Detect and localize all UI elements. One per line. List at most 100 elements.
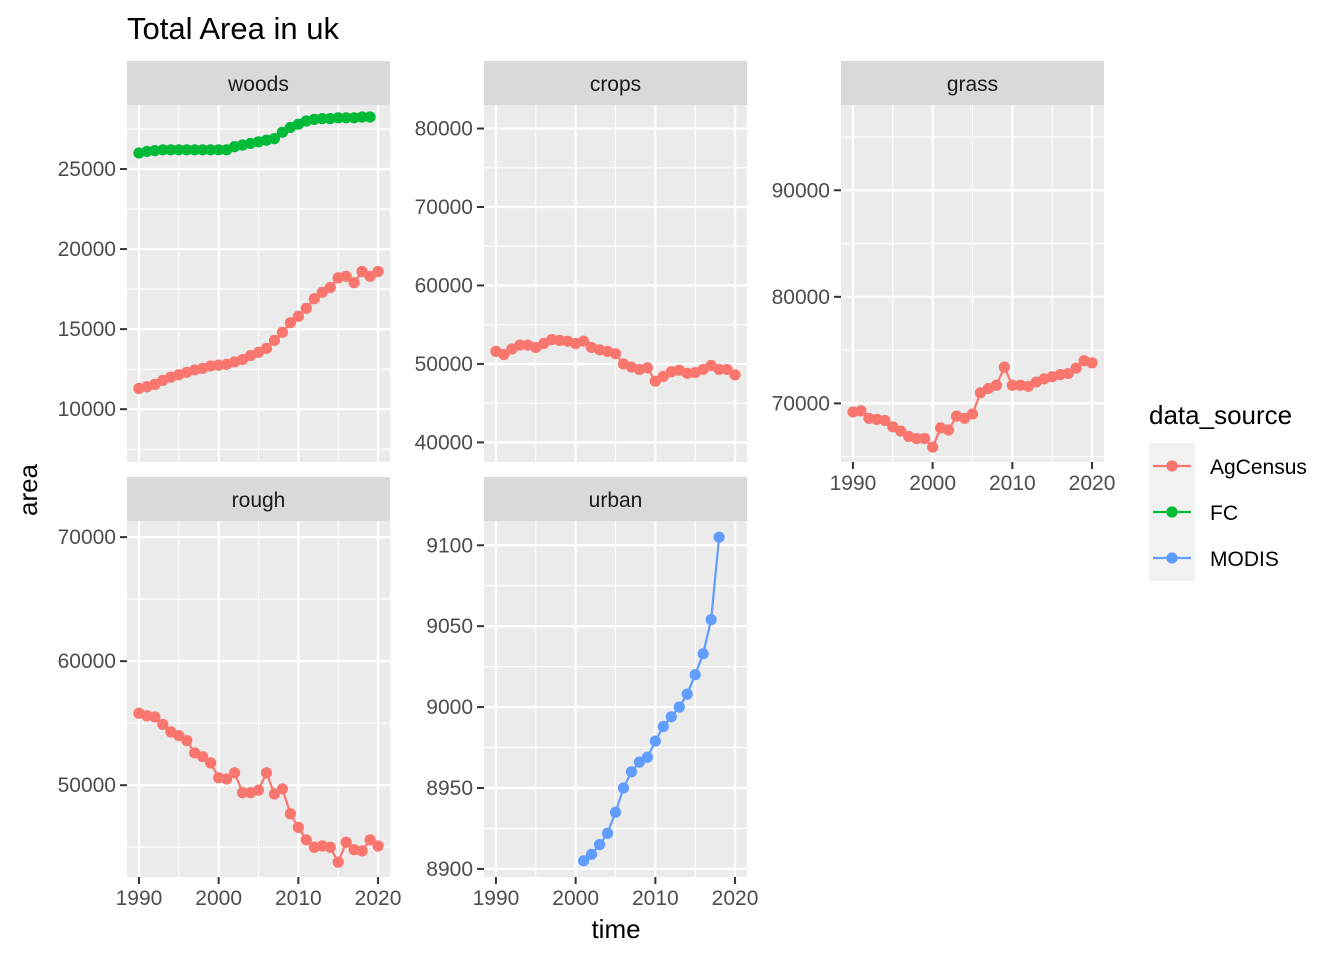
data-point [609,348,622,360]
series-agcensus [490,334,741,387]
y-tick-label: 60000 [58,650,116,673]
y-axis-title: area [13,463,43,516]
data-point [221,773,233,785]
y-tick-label: 70000 [772,392,830,415]
data-point [356,845,368,857]
data-point [689,669,701,681]
facet-strip [841,61,1104,105]
data-point [641,751,653,763]
data-point [340,836,352,848]
panel-grass: grass 70000 80000 90000 1990 2000 2010 2020 [772,61,1116,495]
y-tick-label: 9000 [426,696,473,719]
panel-woods: woods 10000 15000 20000 25000 [58,61,390,462]
data-point [514,339,526,351]
data-point [324,841,336,853]
data-point [879,414,891,427]
data-point [308,293,320,305]
data-point [189,144,201,156]
data-point [157,144,169,156]
y-tick-label: 50000 [58,774,116,797]
legend: data_source AgCensus FC MODIS [1149,400,1307,581]
data-point [895,425,907,437]
data-point [966,408,979,420]
y-tick-label: 60000 [415,274,473,297]
x-tick-label: 2010 [989,472,1036,495]
data-point [260,342,273,354]
y-tick-label: 8950 [426,777,473,800]
data-point [165,144,177,156]
data-point [713,531,725,543]
data-point [332,856,344,868]
data-point [641,362,653,374]
data-point [268,133,281,145]
series-fc [133,111,376,159]
legend-item-agcensus: AgCensus [1149,443,1307,489]
x-tick-label: 2020 [712,887,759,910]
data-point [316,113,328,125]
data-point [1086,357,1098,369]
legend-label: FC [1210,502,1238,525]
data-point [990,379,1003,391]
data-point [697,648,709,660]
data-point [340,270,352,282]
x-tick-label: 2020 [1069,472,1116,495]
data-point [157,718,169,731]
y-tick-label: 10000 [58,398,116,421]
data-point [284,808,296,820]
legend-item-modis: MODIS [1149,535,1279,581]
data-point [300,302,312,314]
legend-label: AgCensus [1210,456,1307,479]
data-point [578,855,590,867]
y-tick-label: 50000 [415,353,473,376]
data-point [1006,379,1018,391]
y-tick-label: 90000 [772,179,830,202]
data-point [181,734,193,747]
data-point [348,277,360,289]
x-tick-label: 2010 [275,887,322,910]
y-tick-label: 25000 [58,158,116,181]
legend-title: data_source [1149,400,1292,430]
facet-strip-label: crops [590,73,641,96]
data-point [498,348,510,361]
data-point [593,839,606,851]
data-point [268,788,281,800]
data-point [721,363,733,376]
data-point [705,614,717,626]
data-point [649,735,661,747]
data-point [601,827,614,839]
data-point [911,432,923,445]
data-point [713,363,725,376]
data-point [372,265,384,278]
data-point [197,751,209,763]
series-modis [578,531,725,867]
data-point [657,720,669,733]
data-point [372,840,384,852]
facet-strip [127,61,390,105]
data-point [324,281,336,294]
legend-key-point [1166,460,1178,472]
panel-rough: rough 50000 60000 70000 1990 2000 2010 2020 [58,477,401,910]
legend-key-point [1166,506,1178,518]
data-point [197,144,209,156]
data-point [919,432,931,445]
panel-crops: crops 40000 50000 60000 70000 80000 [415,61,747,462]
data-point [998,361,1010,373]
x-tick-label: 1990 [473,887,520,910]
y-tick-label: 15000 [58,318,116,341]
data-point [173,144,185,156]
data-point [1062,367,1074,380]
data-point [927,441,939,453]
data-point [617,782,630,794]
y-tick-label: 9100 [426,534,473,557]
data-point [729,369,741,381]
data-point [292,821,304,833]
y-tick-label: 40000 [415,431,473,454]
x-tick-label: 2000 [552,887,599,910]
x-tick-label: 1990 [116,887,163,910]
data-point [300,834,312,846]
y-tick-label: 80000 [415,118,473,141]
data-point [213,144,225,156]
x-tick-label: 2010 [632,887,679,910]
x-tick-label: 2000 [909,472,956,495]
data-point [585,848,598,860]
